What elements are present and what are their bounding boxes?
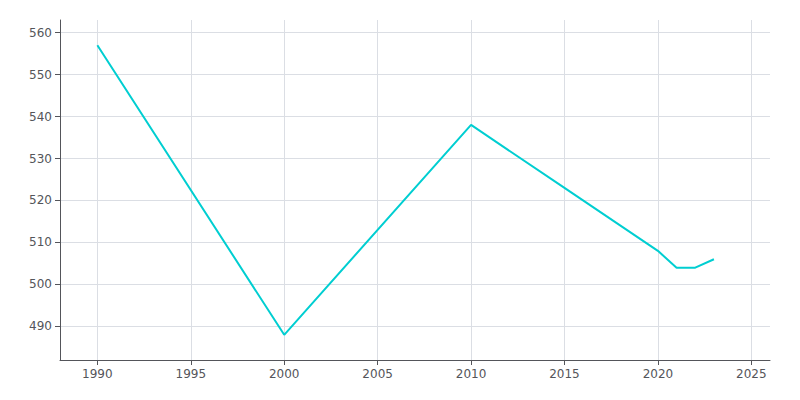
- svg-text:2020: 2020: [643, 367, 674, 381]
- svg-text:1995: 1995: [176, 367, 207, 381]
- svg-text:2025: 2025: [736, 367, 767, 381]
- svg-text:2005: 2005: [362, 367, 393, 381]
- svg-text:520: 520: [29, 193, 52, 207]
- svg-text:490: 490: [29, 319, 52, 333]
- svg-text:510: 510: [29, 235, 52, 249]
- svg-text:550: 550: [29, 68, 52, 82]
- svg-text:500: 500: [29, 277, 52, 291]
- svg-text:2015: 2015: [549, 367, 580, 381]
- svg-text:560: 560: [29, 26, 52, 40]
- svg-text:540: 540: [29, 110, 52, 124]
- svg-text:530: 530: [29, 152, 52, 166]
- svg-text:2000: 2000: [269, 367, 300, 381]
- svg-text:2010: 2010: [456, 367, 487, 381]
- svg-text:1990: 1990: [82, 367, 113, 381]
